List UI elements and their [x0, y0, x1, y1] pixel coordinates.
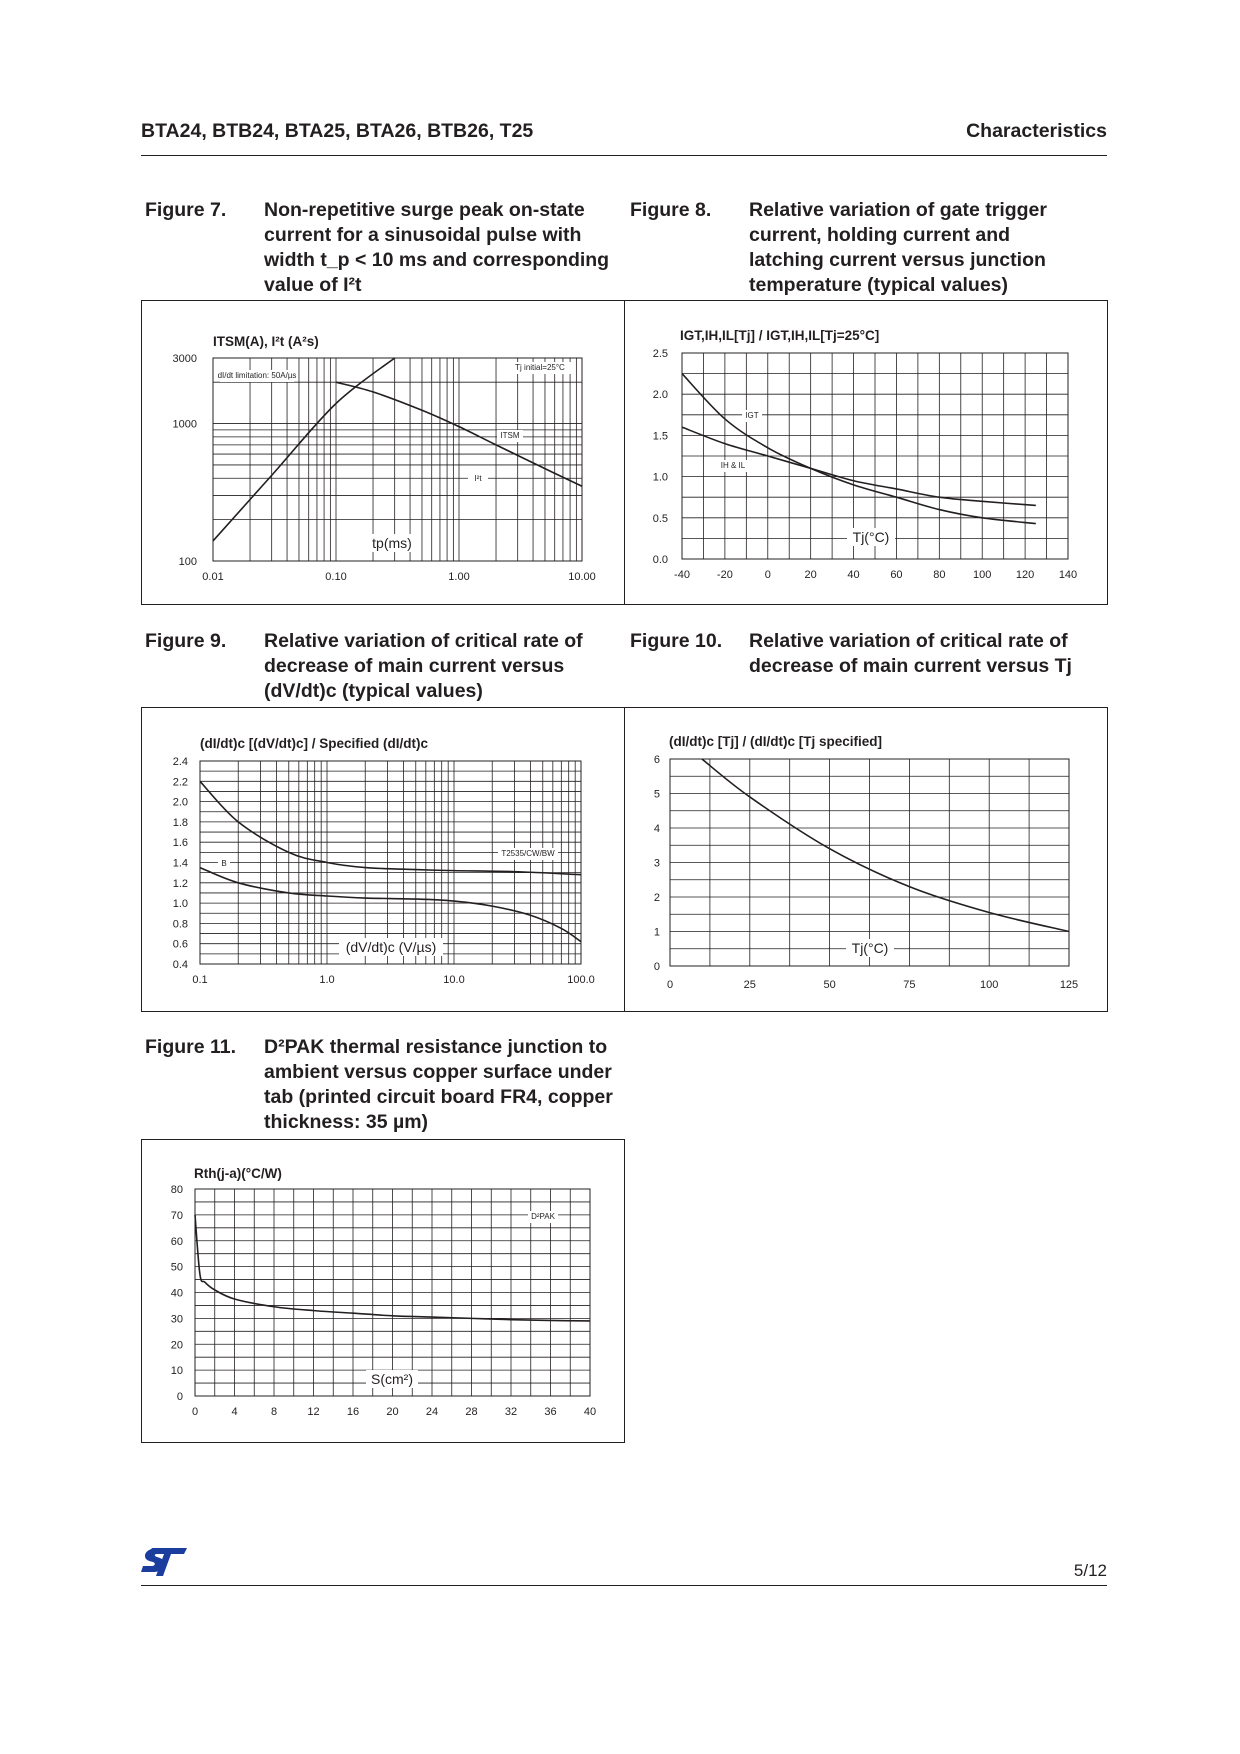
header-title: BTA24, BTB24, BTA25, BTA26, BTB26, T25 — [141, 120, 534, 142]
figure-9-line-2: decrease of main current versus — [264, 655, 565, 677]
figure-11-frame — [141, 1139, 625, 1443]
figure-7-line-2: current for a sinusoidal pulse with — [264, 224, 582, 246]
header-rule — [141, 155, 1107, 156]
figure-11-line-2: ambient versus copper surface under — [264, 1061, 612, 1083]
figure-7-frame — [141, 300, 625, 605]
figure-9-line-1: Relative variation of critical rate of — [264, 630, 583, 652]
figure-10-line-2: decrease of main current versus Tj — [749, 655, 1072, 677]
figure-11-line-3: tab (printed circuit board FR4, copper — [264, 1086, 613, 1108]
figure-8-frame — [624, 300, 1108, 605]
page-number: 5/12 — [1073, 1561, 1107, 1580]
figure-9-number: Figure 9. — [145, 630, 227, 652]
figure-8-number: Figure 8. — [630, 199, 712, 221]
figure-7-line-4: value of I²t — [264, 274, 362, 296]
st-logo-icon — [141, 1548, 187, 1576]
figure-7-line-3: width t_p < 10 ms and corresponding — [264, 249, 610, 271]
header-section: Characteristics — [966, 120, 1107, 142]
figure-11-line-1: D²PAK thermal resistance junction to — [264, 1036, 608, 1058]
figure-10-line-1: Relative variation of critical rate of — [749, 630, 1068, 652]
figure-9-line-3: (dV/dt)c (typical values) — [264, 680, 483, 702]
figure-8-line-2: current, holding current and — [749, 224, 1011, 246]
footer-rule — [141, 1585, 1107, 1586]
figure-11-number: Figure 11. — [145, 1036, 237, 1058]
figure-7-number: Figure 7. — [145, 199, 227, 221]
figure-8-line-1: Relative variation of gate trigger — [749, 199, 1047, 221]
figure-10-frame — [624, 707, 1108, 1012]
figure-11-line-4: thickness: 35 µm) — [264, 1111, 429, 1133]
figure-8-line-3: latching current versus junction — [749, 249, 1046, 271]
figure-9-frame — [141, 707, 625, 1012]
figure-7-line-1: Non-repetitive surge peak on-state — [264, 199, 585, 221]
figure-10-number: Figure 10. — [630, 630, 723, 652]
figure-8-line-4: temperature (typical values) — [749, 274, 1009, 296]
